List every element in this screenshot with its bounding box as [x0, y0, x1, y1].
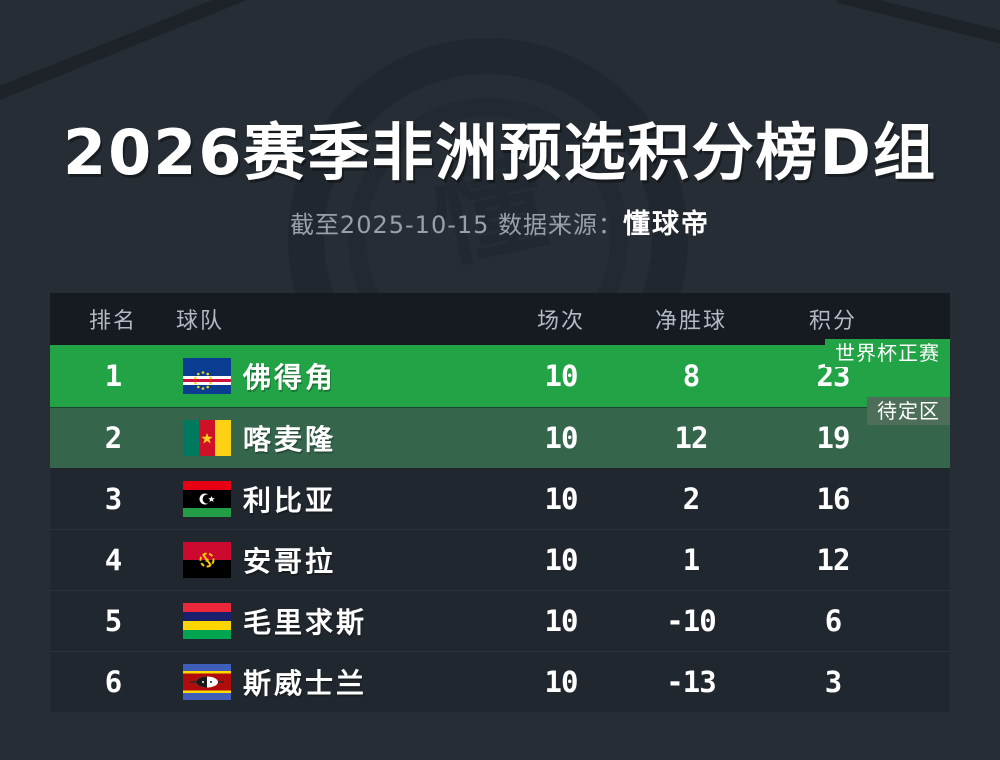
team-name: 利比亚	[243, 483, 337, 517]
page-title: 2026赛季非洲预选积分榜D组	[62, 116, 938, 189]
pending-zone-badge: 待定区	[867, 397, 950, 425]
rank-value: 6	[104, 665, 122, 699]
rank-value: 4	[104, 543, 122, 577]
table-row: 3 利比亚 10 2 16	[50, 468, 950, 529]
points-value: 16	[816, 481, 851, 516]
team-name: 毛里求斯	[243, 606, 368, 639]
cameroon-flag-icon	[183, 420, 231, 456]
libya-flag-icon	[183, 480, 231, 517]
played-value: 10	[544, 359, 579, 393]
points-value: 6	[824, 604, 842, 638]
team-name: 安哥拉	[243, 545, 337, 578]
team-cell: 喀麦隆	[176, 418, 506, 458]
table-header-row: 排名 球队 场次 净胜球 积分	[50, 293, 950, 345]
table-row: 5 毛里求斯 10 -10 6	[50, 590, 950, 651]
subtitle: 截至2025-10-15 数据来源：懂球帝	[0, 202, 1000, 241]
rank-value: 3	[104, 481, 122, 516]
team-cell: 毛里求斯	[176, 601, 506, 641]
rank-value: 5	[104, 604, 122, 638]
goal-difference-value: -13	[666, 665, 716, 699]
table-row: 1 佛得角 10 8 23	[50, 345, 950, 407]
cape-verde-flag-icon	[183, 358, 231, 394]
points-value: 12	[816, 543, 851, 577]
team-cell: 安哥拉	[176, 540, 506, 580]
header-points: 积分	[808, 309, 857, 334]
eswatini-flag-icon	[183, 664, 231, 700]
header-team: 球队	[176, 309, 225, 334]
played-value: 10	[544, 481, 579, 516]
goal-difference-value: 1	[682, 543, 700, 577]
points-value: 3	[824, 665, 842, 699]
standings-table: 排名 球队 场次 净胜球 积分 1 佛得角 10 8 2 3 2 喀麦隆 10 12 19 3 利比亚 1…	[50, 293, 950, 712]
table-row: 4 安哥拉 10 1 12	[50, 529, 950, 590]
played-value: 10	[544, 604, 579, 638]
goal-difference-value: 12	[674, 421, 709, 455]
played-value: 10	[544, 665, 579, 699]
team-cell: 佛得角	[176, 356, 506, 396]
mauritius-flag-icon	[183, 603, 231, 639]
rank-value: 1	[104, 359, 122, 393]
header-rank: 排名	[88, 309, 137, 334]
team-cell: 斯威士兰	[176, 662, 506, 702]
rank-value: 2	[104, 421, 122, 455]
team-name: 喀麦隆	[243, 423, 337, 456]
header-goal-difference: 净胜球	[654, 309, 727, 334]
points-value: 19	[816, 421, 851, 455]
table-body: 1 佛得角 10 8 23 2 喀麦隆 10 12 19 3 利比亚 10 2 16 4 安哥拉 10 1 12 5 毛里…	[50, 345, 950, 712]
world-cup-qualified-badge: 世界杯正赛	[825, 339, 950, 367]
played-value: 10	[544, 543, 579, 577]
data-source-name: 懂球帝	[623, 209, 711, 240]
background-arc-top-right	[836, 0, 1000, 71]
angola-flag-icon	[183, 542, 231, 578]
table-row: 2 喀麦隆 10 12 19	[50, 407, 950, 468]
header-played: 场次	[536, 309, 585, 334]
played-value: 10	[544, 421, 579, 455]
goal-difference-value: 2	[682, 481, 700, 516]
team-name: 斯威士兰	[243, 667, 368, 700]
goal-difference-value: -10	[666, 604, 716, 638]
background-arc-top-left	[0, 0, 294, 109]
goal-difference-value: 8	[682, 359, 700, 393]
team-name: 佛得角	[243, 361, 337, 394]
table-row: 6 斯威士兰 10 -13 3	[50, 651, 950, 712]
team-cell: 利比亚	[176, 479, 506, 519]
subtitle-date-source: 截至2025-10-15 数据来源：	[289, 211, 624, 239]
